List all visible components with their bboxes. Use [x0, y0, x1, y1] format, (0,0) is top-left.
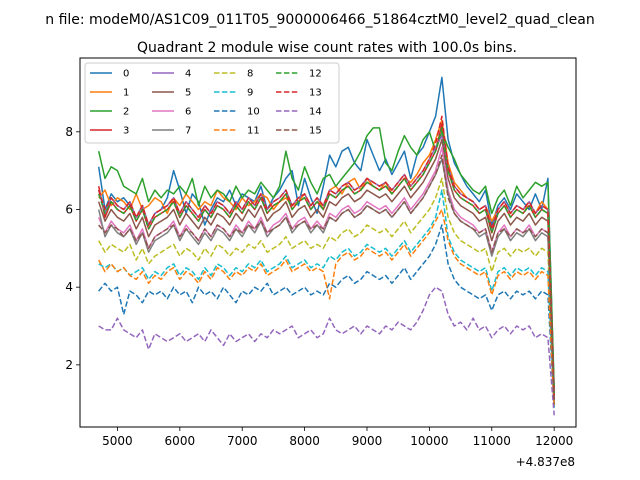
- y-tick-label: 4: [65, 280, 73, 294]
- x-tick-label: 6000: [165, 434, 196, 448]
- series-15-line: [98, 154, 555, 404]
- legend-label-5: 5: [185, 88, 191, 99]
- x-tick-label: 7000: [227, 434, 258, 448]
- plot-border: [79, 57, 577, 428]
- legend-label-1: 1: [123, 88, 129, 99]
- series-2-line: [97, 127, 555, 389]
- y-tick-label: 8: [65, 125, 73, 139]
- legend-label-3: 3: [123, 126, 129, 137]
- series-11-line: [98, 208, 555, 408]
- axes-layer: 5000 6000 7000 8000 9000 10000 11000 12000 2 4 6 8: [65, 125, 573, 448]
- figure-suptitle: n file: modeM0/AS1C09_011T05_9000006466_…: [45, 12, 594, 28]
- legend-label-4: 4: [185, 69, 191, 80]
- legend-label-11: 11: [247, 126, 260, 137]
- legend-label-12: 12: [309, 69, 322, 80]
- x-tick-label: 8000: [289, 434, 320, 448]
- x-tick-label: 12000: [535, 434, 573, 448]
- y-tick-label: 6: [65, 202, 73, 216]
- legend-label-7: 7: [185, 126, 191, 137]
- legend-label-9: 9: [247, 88, 253, 99]
- x-offset-label: +4.837e8: [516, 455, 575, 469]
- legend-label-6: 6: [185, 107, 191, 118]
- legend-label-2: 2: [123, 107, 129, 118]
- series-12-line: [97, 127, 555, 396]
- y-tick-label: 2: [65, 358, 73, 372]
- legend-label-0: 0: [123, 69, 129, 80]
- x-tick-label: 5000: [102, 434, 133, 448]
- x-tick-label: 11000: [473, 434, 511, 448]
- chart-title: Quadrant 2 module wise count rates with …: [137, 40, 517, 56]
- series-6-line: [98, 146, 555, 404]
- series-8-line: [98, 177, 555, 404]
- series-13-line: [97, 115, 555, 400]
- legend-label-10: 10: [247, 107, 260, 118]
- series-10-line: [98, 224, 555, 408]
- x-tick-label: 10000: [410, 434, 448, 448]
- series-0-line: [97, 76, 555, 393]
- series-9-line: [98, 189, 555, 408]
- legend-label-14: 14: [309, 107, 322, 118]
- legend-label-15: 15: [309, 126, 322, 137]
- series-5-line: [97, 138, 555, 400]
- series-7-line: [97, 158, 555, 404]
- series-layer: [97, 76, 555, 416]
- x-tick-label: 9000: [352, 434, 383, 448]
- legend-label-13: 13: [309, 88, 322, 99]
- legend-label-8: 8: [247, 69, 253, 80]
- series-14-line: [98, 286, 555, 416]
- legend-box: [84, 62, 340, 144]
